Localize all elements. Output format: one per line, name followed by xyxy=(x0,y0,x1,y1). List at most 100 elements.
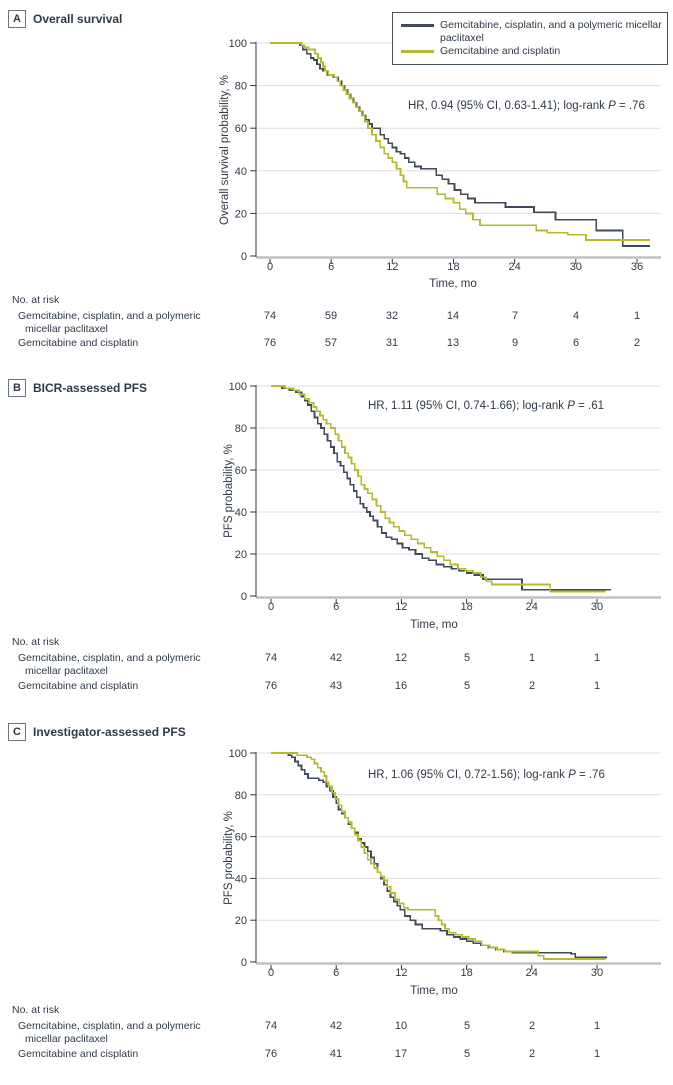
y-axis-title: PFS probability, % xyxy=(223,444,235,538)
km-curve-control-arm xyxy=(270,42,651,241)
panel-b-header: B BICR-assessed PFS xyxy=(8,379,147,397)
risk-count: 31 xyxy=(385,337,399,349)
risk-count: 14 xyxy=(446,310,460,322)
risk-count: 2 xyxy=(528,1048,536,1060)
km-curve-paclitaxel-arm xyxy=(270,42,651,247)
y-tick-label: 100 xyxy=(229,748,247,760)
x-tick-label: 0 xyxy=(267,261,273,273)
risk-count: 9 xyxy=(511,337,519,349)
y-tick-label: 0 xyxy=(241,591,247,603)
x-tick-label: 6 xyxy=(333,967,339,979)
legend-label-series2: Gemcitabine and cisplatin xyxy=(440,45,561,57)
risk-count: 10 xyxy=(394,1020,408,1032)
x-tick-label: 36 xyxy=(631,261,643,273)
km-curve-control-arm xyxy=(271,385,606,593)
km-curve-control-arm xyxy=(271,752,606,960)
y-tick-label: 0 xyxy=(241,251,247,263)
x-tick-label: 6 xyxy=(328,261,334,273)
x-tick-label: 18 xyxy=(460,601,472,613)
risk-count: 13 xyxy=(446,337,460,349)
y-tick-label: 80 xyxy=(235,790,247,802)
y-tick-label: 60 xyxy=(235,832,247,844)
risk-count: 42 xyxy=(329,652,343,664)
risk-count: 1 xyxy=(593,1020,601,1032)
risk-count: 16 xyxy=(394,680,408,692)
km-curve-paclitaxel-arm xyxy=(271,752,607,959)
risk-count: 4 xyxy=(572,310,580,322)
risk-count: 1 xyxy=(593,1048,601,1060)
risk-count: 7 xyxy=(511,310,519,322)
risk-row-label: Gemcitabine, cisplatin, and a polymeric xyxy=(18,310,201,322)
risk-numbers-row: 76 41 17 5 2 1 xyxy=(0,1048,673,1061)
hr-annotation-panel-b: HR, 1.11 (95% CI, 0.74-1.66); log-rank P… xyxy=(368,400,604,412)
panel-a-header: A Overall survival xyxy=(8,10,122,28)
panel-b-title: BICR-assessed PFS xyxy=(33,381,148,395)
risk-count: 59 xyxy=(324,310,338,322)
risk-row-label: Gemcitabine and cisplatin xyxy=(18,337,139,349)
risk-numbers-row: 76 57 31 13 9 6 2 xyxy=(0,337,673,350)
hr-annotation-panel-a: HR, 0.94 (95% CI, 0.63-1.41); log-rank P… xyxy=(408,100,645,112)
panel-c-title: Investigator-assessed PFS xyxy=(33,725,186,739)
y-tick-label: 20 xyxy=(235,549,247,561)
risk-count: 2 xyxy=(528,680,536,692)
risk-count: 42 xyxy=(329,1020,343,1032)
risk-numbers-row: 74 42 12 5 1 1 xyxy=(0,652,673,665)
hr-pvalue-a: = .76 xyxy=(615,100,645,112)
y-tick-label: 100 xyxy=(229,381,247,393)
x-tick-label: 0 xyxy=(268,967,274,979)
risk-row-label: micellar paclitaxel xyxy=(25,1033,108,1045)
hr-text-b: HR, 1.11 (95% CI, 0.74-1.66); log-rank xyxy=(368,400,568,412)
risk-count: 5 xyxy=(463,1048,471,1060)
x-tick-label: 24 xyxy=(526,601,538,613)
legend-line-swatch-series1 xyxy=(401,24,434,27)
legend-item-paclitaxel-arm: Gemcitabine, cisplatin, and a polymeric … xyxy=(401,19,663,44)
risk-count: 2 xyxy=(633,337,641,349)
risk-count: 1 xyxy=(633,310,641,322)
risk-row-label: Gemcitabine and cisplatin xyxy=(18,680,139,692)
risk-row-label: Gemcitabine, cisplatin, and a polymeric xyxy=(18,652,201,664)
risk-count: 5 xyxy=(463,652,471,664)
panel-a-label-box: A xyxy=(8,10,26,28)
x-tick-label: 30 xyxy=(591,601,603,613)
panel-c-label-box: C xyxy=(8,723,26,741)
risk-count: 5 xyxy=(463,1020,471,1032)
hr-p-italic-c: P xyxy=(568,769,576,781)
risk-count: 5 xyxy=(463,680,471,692)
y-tick-label: 20 xyxy=(235,208,247,220)
y-axis-title: PFS probability, % xyxy=(223,811,235,905)
risk-count: 76 xyxy=(263,337,277,349)
x-axis-title: Time, mo xyxy=(429,278,477,290)
risk-count: 17 xyxy=(394,1048,408,1060)
risk-count: 43 xyxy=(329,680,343,692)
y-tick-label: 20 xyxy=(235,915,247,927)
x-tick-label: 24 xyxy=(509,261,521,273)
risk-table-header-a: No. at risk xyxy=(12,294,60,306)
risk-count: 2 xyxy=(528,1020,536,1032)
panel-a-title: Overall survival xyxy=(33,12,123,26)
risk-numbers-row: 74 42 10 5 2 1 xyxy=(0,1020,673,1033)
risk-count: 74 xyxy=(263,310,277,322)
y-tick-label: 60 xyxy=(235,123,247,135)
x-axis-title: Time, mo xyxy=(410,985,458,997)
risk-count: 1 xyxy=(593,652,601,664)
hr-p-italic-b: P xyxy=(567,400,575,412)
legend-item-control-arm: Gemcitabine and cisplatin xyxy=(401,45,663,58)
hr-text-c: HR, 1.06 (95% CI, 0.72-1.56); log-rank xyxy=(368,769,569,781)
risk-numbers-row: 74 59 32 14 7 4 1 xyxy=(0,310,673,323)
hr-p-italic-a: P xyxy=(608,100,616,112)
risk-count: 32 xyxy=(385,310,399,322)
y-tick-label: 40 xyxy=(235,166,247,178)
x-tick-label: 18 xyxy=(447,261,459,273)
panel-c-header: C Investigator-assessed PFS xyxy=(8,723,186,741)
x-tick-label: 0 xyxy=(268,601,274,613)
risk-count: 57 xyxy=(324,337,338,349)
x-tick-label: 12 xyxy=(395,601,407,613)
risk-count: 1 xyxy=(593,680,601,692)
y-axis-title: Overall survival probability, % xyxy=(219,75,231,225)
y-tick-label: 80 xyxy=(235,81,247,93)
panel-b-label-box: B xyxy=(8,379,26,397)
risk-count: 76 xyxy=(264,1048,278,1060)
y-tick-label: 0 xyxy=(241,957,247,969)
